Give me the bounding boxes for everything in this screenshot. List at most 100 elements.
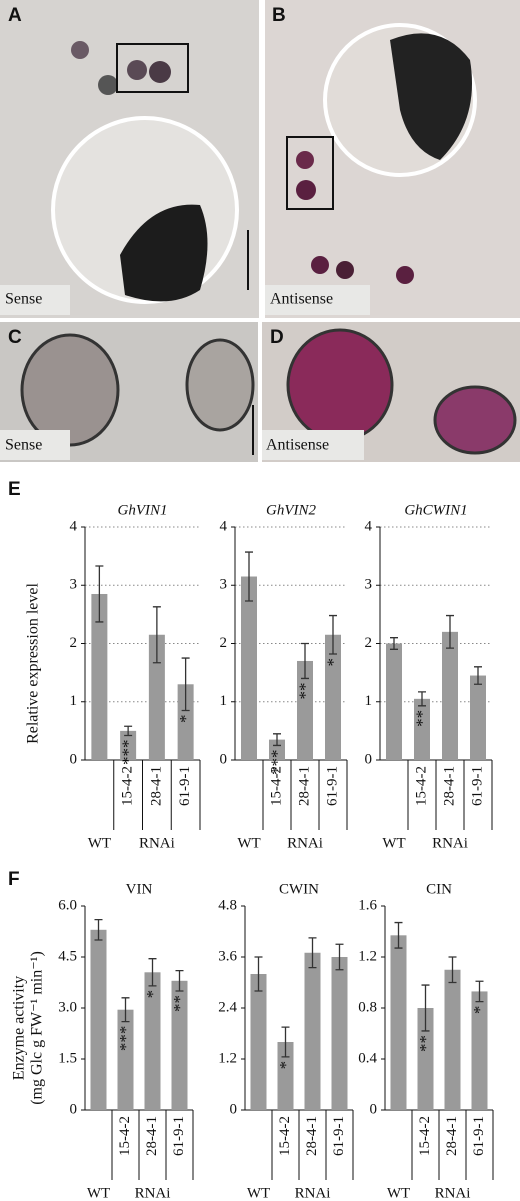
group-label: RNAi	[287, 835, 323, 851]
x-tick-label: 28-4-1	[296, 766, 312, 806]
error-bar	[329, 614, 337, 655]
significance: ***	[268, 749, 287, 775]
x-tick-label: 28-4-1	[148, 766, 164, 806]
x-tick-label: WT	[387, 1185, 410, 1201]
error-bar	[335, 943, 344, 971]
panel-letter: B	[272, 5, 286, 26]
group-label: RNAi	[295, 1185, 331, 1201]
panel-letter: A	[8, 5, 22, 26]
chart-title: GhVIN2	[266, 502, 316, 518]
significance: ***	[119, 740, 138, 766]
bar	[144, 972, 161, 1110]
error-bar	[148, 958, 157, 987]
bar	[386, 643, 402, 760]
y-tick-label: 4	[220, 518, 228, 534]
y-tick-label: 2	[365, 635, 373, 651]
x-tick-label: 61-9-1	[171, 1116, 187, 1156]
error-bar	[394, 921, 403, 949]
error-bar	[124, 725, 133, 737]
error-bar	[121, 997, 130, 1023]
bar	[417, 1008, 434, 1110]
y-tick-label: 0.8	[358, 999, 377, 1015]
significance: *	[324, 658, 343, 667]
significance: **	[170, 995, 189, 1012]
y-tick-label: 0	[365, 751, 373, 767]
x-tick-label: 61-9-1	[331, 1116, 347, 1156]
bar	[304, 952, 321, 1110]
y-tick-label: 1.5	[58, 1050, 77, 1066]
x-tick-label: 15-4-2	[120, 766, 136, 806]
x-tick-label: 61-9-1	[469, 766, 485, 806]
panel-caption: Antisense	[270, 291, 333, 308]
bar	[148, 634, 165, 760]
error-bar	[474, 666, 482, 685]
y-tick-label: 1	[220, 693, 228, 709]
y-tick-label: 1	[70, 693, 78, 709]
error-bar	[273, 733, 281, 747]
group-label: RNAi	[135, 1185, 171, 1201]
y-tick-label: 0	[70, 751, 78, 767]
error-bar	[281, 1026, 290, 1058]
micrographs	[0, 0, 520, 462]
bar	[177, 684, 194, 760]
x-tick-label: 28-4-1	[441, 766, 457, 806]
x-tick-label: 15-4-2	[268, 766, 284, 806]
y-tick-label: 0.4	[358, 1050, 377, 1066]
x-tick-label: 61-9-1	[324, 766, 340, 806]
error-bar	[301, 642, 309, 680]
error-bar	[446, 614, 454, 649]
y-axis-label: (mg Glc g FW⁻¹ min⁻¹)	[29, 951, 46, 1105]
y-axis-label: Relative expression level	[25, 583, 42, 744]
x-tick-label: 15-4-2	[117, 1116, 133, 1156]
y-tick-label: 1.6	[358, 897, 377, 913]
x-tick-label: WT	[88, 835, 111, 851]
bar	[471, 991, 488, 1110]
bar	[90, 929, 107, 1110]
bar	[444, 969, 461, 1110]
chart-title: VIN	[126, 881, 153, 897]
error-bar	[308, 937, 317, 969]
panel-caption: Antisense	[266, 437, 329, 454]
group-label: RNAi	[432, 835, 468, 851]
y-tick-label: 3.6	[218, 948, 237, 964]
error-bar	[95, 565, 104, 623]
y-tick-label: 4.5	[58, 948, 77, 964]
y-axis-label: Enzyme activity	[11, 976, 28, 1080]
bar	[331, 957, 348, 1110]
y-tick-label: 3	[365, 577, 373, 593]
y-tick-label: 0	[370, 1101, 378, 1117]
error-bar	[418, 691, 426, 707]
group-label: RNAi	[435, 1185, 471, 1201]
y-tick-label: 4.8	[218, 897, 237, 913]
bar	[470, 675, 486, 760]
significance: **	[296, 682, 315, 699]
bar	[171, 980, 188, 1110]
significance: *	[176, 714, 195, 723]
significance: *	[276, 1061, 295, 1070]
bar	[269, 739, 285, 760]
y-tick-label: 3	[70, 577, 78, 593]
error-bar	[175, 969, 184, 992]
bar	[442, 631, 458, 760]
chart-title: CWIN	[279, 881, 319, 897]
y-tick-label: 0	[220, 751, 228, 767]
y-tick-label: 4	[70, 518, 78, 534]
significance: **	[413, 710, 432, 727]
error-bar	[390, 637, 398, 650]
bar	[120, 730, 137, 760]
x-tick-label: WT	[247, 1185, 270, 1201]
error-bar	[181, 657, 190, 712]
y-tick-label: 3	[220, 577, 228, 593]
x-tick-label: 15-4-2	[277, 1116, 293, 1156]
chart-title: CIN	[426, 881, 452, 897]
bar	[241, 576, 257, 760]
bar	[250, 974, 267, 1110]
bar	[91, 593, 108, 760]
error-bar	[152, 606, 161, 664]
panel-letter: E	[8, 479, 21, 500]
error-bar	[421, 984, 430, 1032]
x-tick-label: 28-4-1	[444, 1116, 460, 1156]
significance: *	[143, 990, 162, 999]
y-tick-label: 1.2	[358, 948, 377, 964]
